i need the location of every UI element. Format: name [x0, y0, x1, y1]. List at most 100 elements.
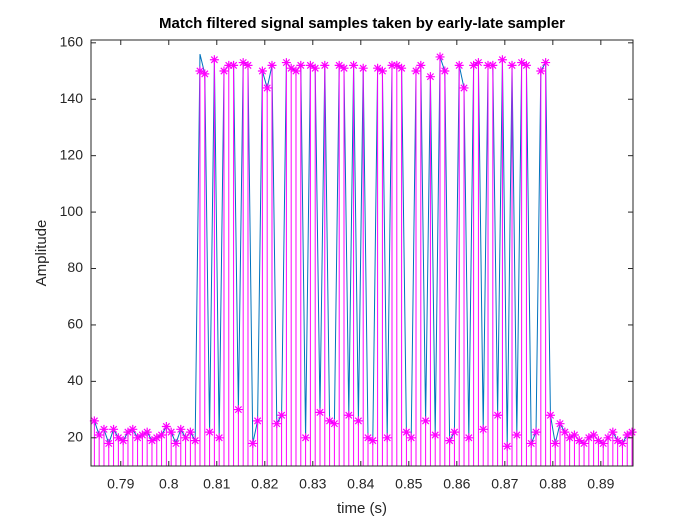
stem-marker	[512, 430, 522, 440]
stem-marker	[445, 436, 455, 446]
stem-marker	[517, 58, 527, 68]
stem-marker	[363, 433, 373, 443]
stem-marker	[267, 60, 277, 70]
stem-marker	[574, 436, 584, 446]
stem-marker	[334, 60, 344, 70]
stem-marker	[104, 438, 114, 448]
x-tick-label: 0.82	[251, 476, 278, 492]
stem-marker	[435, 52, 445, 62]
x-tick-label: 0.89	[587, 476, 614, 492]
y-tick-label: 160	[60, 34, 84, 50]
y-tick-label: 120	[60, 146, 84, 162]
stem-marker	[305, 60, 315, 70]
y-tick-label: 40	[67, 372, 83, 388]
stem-marker	[598, 438, 608, 448]
axes-box	[90, 39, 634, 467]
stem-marker	[382, 433, 392, 443]
stem-marker	[526, 438, 536, 448]
stem-marker	[416, 60, 426, 70]
stem-marker	[449, 427, 459, 437]
stem-marker	[219, 66, 229, 76]
stem-marker	[209, 55, 219, 65]
stem-marker	[454, 60, 464, 70]
stem-marker	[224, 60, 234, 70]
stem-marker	[349, 60, 359, 70]
x-tick-label: 0.84	[347, 476, 374, 492]
stem-marker	[373, 63, 383, 73]
stem-marker	[368, 436, 378, 446]
stem-marker	[483, 60, 493, 70]
stem-marker	[469, 60, 479, 70]
stem-marker	[248, 438, 258, 448]
stem-marker	[281, 58, 291, 68]
stem-marker	[253, 416, 263, 426]
stem-marker	[137, 430, 147, 440]
stem-marker	[464, 433, 474, 443]
stem-marker	[152, 433, 162, 443]
stem-marker	[195, 66, 205, 76]
stem-marker	[94, 430, 104, 440]
stem-marker	[531, 427, 541, 437]
stem-marker	[166, 427, 176, 437]
stem-marker	[401, 427, 411, 437]
stem-marker	[550, 438, 560, 448]
stem-marker	[161, 422, 171, 432]
stem-marker	[622, 430, 632, 440]
stem-marker	[358, 63, 368, 73]
stem-marker	[478, 424, 488, 434]
stem-marker	[257, 66, 267, 76]
y-tick-label: 60	[67, 316, 83, 332]
stem-marker	[521, 60, 531, 70]
stem-marker	[627, 427, 637, 437]
stem-marker	[502, 441, 512, 451]
stem-marker	[488, 60, 498, 70]
stem-marker	[171, 438, 181, 448]
stem-marker	[387, 60, 397, 70]
stem-marker	[329, 419, 339, 429]
stem-marker	[320, 60, 330, 70]
stem-marker	[291, 66, 301, 76]
stem-marker	[555, 419, 565, 429]
stem-marker	[128, 424, 138, 434]
stem-marker	[440, 66, 450, 76]
stem-marker	[214, 433, 224, 443]
stem-marker	[584, 433, 594, 443]
stem-marker	[142, 427, 152, 437]
stem-marker	[565, 433, 575, 443]
stem-marker	[507, 60, 517, 70]
stem-marker	[238, 58, 248, 68]
stem-marker	[325, 416, 335, 426]
stem-marker	[421, 416, 431, 426]
x-tick-label: 0.87	[491, 476, 518, 492]
stem-marker	[272, 419, 282, 429]
x-tick-label: 0.8	[159, 476, 179, 492]
x-tick-label: 0.86	[443, 476, 470, 492]
stem-marker	[392, 60, 402, 70]
stem-marker	[593, 436, 603, 446]
chart-title: Match filtered signal samples taken by e…	[159, 15, 565, 32]
stem-marker	[560, 427, 570, 437]
stem-marker	[89, 416, 99, 426]
stem-marker	[310, 63, 320, 73]
stem-marker	[411, 66, 421, 76]
stem-marker	[123, 427, 133, 437]
y-tick-label: 20	[67, 428, 83, 444]
stem-marker	[185, 427, 195, 437]
x-tick-label: 0.85	[395, 476, 422, 492]
stem-marker	[406, 433, 416, 443]
stem-marker	[473, 58, 483, 68]
stem-marker	[109, 424, 119, 434]
stem-marker	[176, 424, 186, 434]
stem-marker	[262, 83, 272, 93]
x-tick-label: 0.79	[107, 476, 134, 492]
stem-marker	[157, 430, 167, 440]
stem-marker	[339, 63, 349, 73]
stem-marker	[233, 405, 243, 415]
stem-marker	[181, 433, 191, 443]
stem-marker	[459, 83, 469, 93]
x-tick-label: 0.88	[539, 476, 566, 492]
stem-marker	[353, 416, 363, 426]
